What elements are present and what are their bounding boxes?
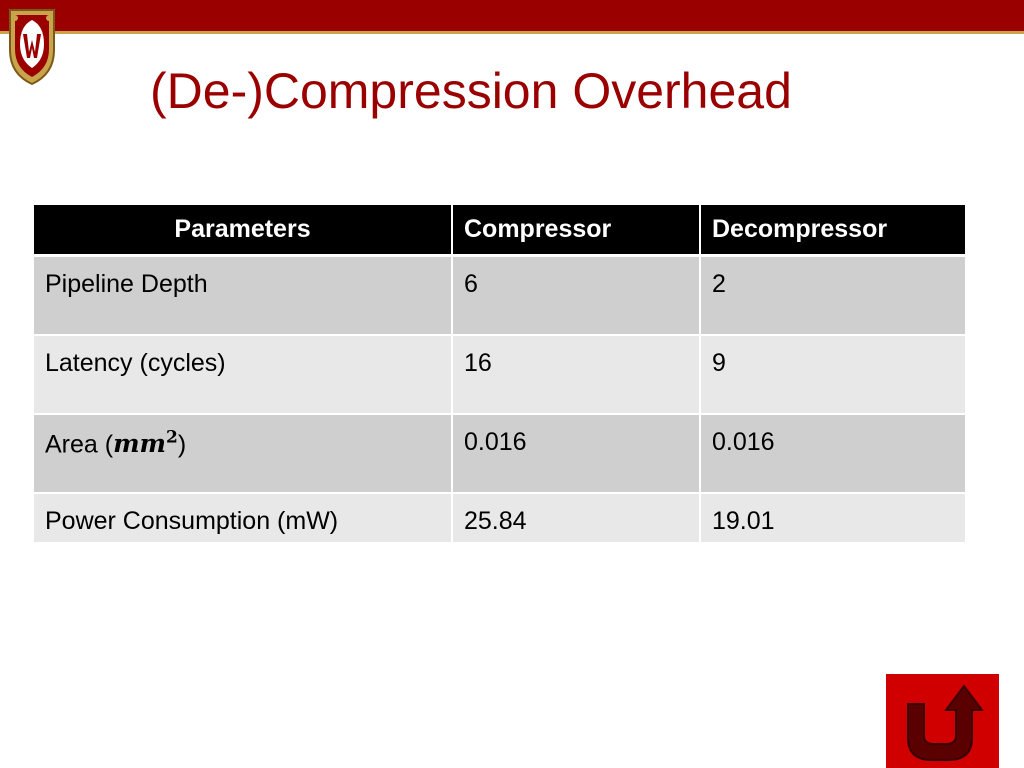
area-unit-math: mm2 bbox=[113, 427, 178, 458]
row-decompressor-value: 0.016 bbox=[700, 413, 965, 494]
parameters-table: Parameters Compressor Decompressor Pipel… bbox=[34, 205, 965, 544]
banner-red-stripe bbox=[0, 0, 1024, 31]
header-decompressor: Decompressor bbox=[700, 205, 965, 257]
top-banner bbox=[0, 0, 1024, 34]
return-arrow-icon bbox=[907, 684, 984, 761]
header-compressor: Compressor bbox=[452, 205, 701, 257]
slide-title: (De-)Compression Overhead bbox=[150, 63, 792, 119]
row-decompressor-value: 2 bbox=[700, 255, 965, 336]
table-row: Latency (cycles) 16 9 bbox=[34, 334, 965, 415]
area-label-suffix: ) bbox=[177, 429, 187, 458]
table-row: Pipeline Depth 6 2 bbox=[34, 255, 965, 336]
area-unit-exponent: 2 bbox=[166, 427, 178, 448]
banner-gold-stripe bbox=[0, 31, 1024, 34]
row-decompressor-value: 19.01 bbox=[700, 492, 965, 544]
area-label-prefix: Area ( bbox=[45, 429, 114, 458]
uw-crest-icon bbox=[9, 9, 55, 86]
area-unit-base: mm bbox=[113, 428, 166, 458]
table-row: Power Consumption (mW) 25.84 19.01 bbox=[34, 492, 965, 544]
header-parameters: Parameters bbox=[34, 205, 453, 257]
row-label: Latency (cycles) bbox=[34, 334, 453, 415]
row-label: Power Consumption (mW) bbox=[34, 492, 453, 544]
table-header-row: Parameters Compressor Decompressor bbox=[34, 205, 965, 257]
row-compressor-value: 16 bbox=[452, 334, 701, 415]
row-compressor-value: 0.016 bbox=[452, 413, 701, 494]
return-button[interactable] bbox=[886, 674, 999, 768]
row-decompressor-value: 9 bbox=[700, 334, 965, 415]
row-label: Pipeline Depth bbox=[34, 255, 453, 336]
row-compressor-value: 25.84 bbox=[452, 492, 701, 544]
table-row: Area (mm2) 0.016 0.016 bbox=[34, 413, 965, 494]
row-compressor-value: 6 bbox=[452, 255, 701, 336]
row-label: Area (mm2) bbox=[34, 413, 453, 494]
